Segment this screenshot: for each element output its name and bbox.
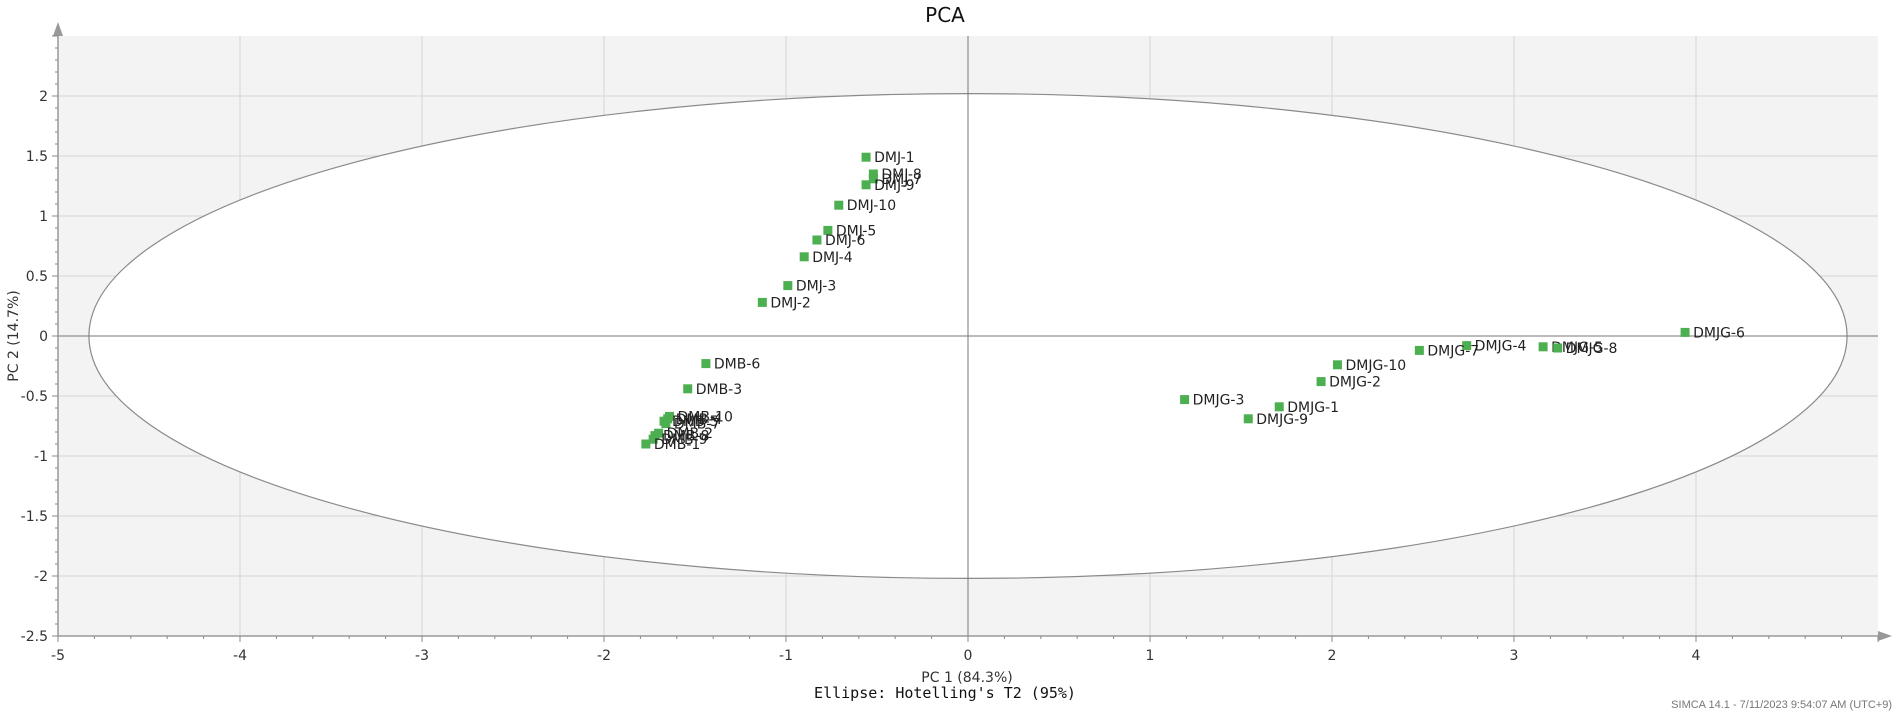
data-point-marker: [661, 419, 671, 429]
data-point-marker: [1243, 414, 1253, 424]
data-point-label: DMJ-6: [825, 233, 866, 249]
x-tick-label: 0: [964, 648, 973, 664]
y-axis-arrow: [53, 22, 63, 36]
data-point-label: DMJ-10: [847, 198, 896, 214]
data-point-label: DMJG-9: [1256, 412, 1308, 428]
axes: [52, 22, 1892, 642]
x-axis-label: PC 1 (84.3%): [921, 670, 1012, 686]
data-point-marker: [1538, 342, 1548, 352]
data-point-label: DMB-6: [714, 357, 761, 373]
data-point-marker: [861, 152, 871, 162]
data-point-marker: [1414, 345, 1424, 355]
data-point-marker: [868, 169, 878, 179]
data-point-label: DMJ-2: [770, 295, 810, 311]
data-point-marker: [834, 200, 844, 210]
data-point-label: DMJG-4: [1475, 339, 1527, 355]
data-point-marker: [648, 434, 658, 444]
chart-title: PCA: [925, 3, 965, 27]
software-footer: SIMCA 14.1 - 7/11/2023 9:54:07 AM (UTC+9…: [1671, 699, 1892, 711]
tick-labels: -5 -4 -3 -2 -1 0 1 2 3 4 -2.5 -2 -1.5 -1 -0.5 0 0.5 1 1.5 2: [21, 89, 1701, 664]
data-point-label: DMJG-3: [1193, 393, 1245, 409]
data-point-label: DMJG-8: [1566, 341, 1618, 357]
data-point-label: DMJ-5: [836, 223, 876, 239]
data-point-label: DMJ-7: [881, 172, 921, 188]
x-tick-label: 2: [1328, 648, 1337, 664]
data-point-marker: [1274, 402, 1284, 412]
data-point-marker: [861, 180, 871, 190]
data-point-marker: [1462, 341, 1472, 351]
data-point-marker: [799, 252, 809, 262]
data-point-label: DMB-3: [696, 382, 742, 398]
data-point-label: DMB-7: [674, 417, 720, 433]
data-point-label: DMJG-1: [1287, 400, 1339, 416]
data-point-label: DMB-10: [678, 409, 733, 425]
y-tick-label: -1: [34, 449, 48, 465]
x-tick-label: -2: [597, 648, 611, 664]
data-point-marker: [641, 439, 651, 449]
data-point-label: DMJ-4: [812, 250, 853, 266]
x-tick-label: -1: [779, 648, 793, 664]
data-points: DMJ-1DMJ-8DMJ-7DMJ-9DMJ-10DMJ-5DMJ-6DMJ-…: [641, 150, 1745, 453]
data-point-marker: [823, 225, 833, 235]
y-tick-label: 1.5: [26, 149, 48, 165]
data-point-label: DMJG-2: [1329, 375, 1381, 391]
data-point-label: DMB-8: [663, 429, 709, 445]
data-point-label: DMB-5: [672, 414, 718, 430]
data-point-label: DMB-2: [667, 426, 713, 442]
data-point-label: DMJ-8: [881, 167, 921, 183]
y-tick-label: -2.5: [21, 629, 48, 645]
x-tick-label: -4: [233, 648, 247, 664]
data-point-marker: [1332, 360, 1342, 370]
y-tick-label: -0.5: [21, 389, 48, 405]
data-point-label: DMJG-5: [1551, 340, 1603, 356]
data-point-label: DMB-4: [676, 412, 723, 428]
data-point-label: DMB-9: [661, 432, 707, 448]
y-axis-label: PC 2 (14.7%): [6, 290, 22, 381]
data-point-label: DMB-1: [654, 437, 700, 453]
y-tick-label: 0: [39, 329, 48, 345]
x-axis-arrow: [1878, 631, 1892, 641]
x-tick-label: 4: [1692, 648, 1701, 664]
ellipse-note: Ellipse: Hotelling's T2 (95%): [814, 684, 1076, 702]
data-point-label: DMJG-7: [1427, 343, 1479, 359]
data-point-marker: [1553, 343, 1563, 353]
data-point-label: DMJ-1: [874, 150, 914, 166]
y-tick-label: 0.5: [26, 269, 48, 285]
data-point-marker: [701, 359, 711, 369]
data-point-label: DMJG-10: [1345, 358, 1406, 374]
y-tick-label: 1: [39, 209, 48, 225]
y-tick-label: 2: [39, 89, 48, 105]
data-point-label: DMJ-9: [874, 178, 914, 194]
data-point-marker: [783, 281, 793, 291]
data-point-marker: [812, 235, 822, 245]
x-tick-label: -3: [415, 648, 429, 664]
data-point-marker: [1316, 377, 1326, 387]
data-point-marker: [1680, 327, 1690, 337]
x-tick-label: 3: [1510, 648, 1519, 664]
x-tick-label: -5: [51, 648, 65, 664]
x-tick-label: 1: [1146, 648, 1155, 664]
data-point-marker: [1180, 395, 1190, 405]
y-tick-label: -1.5: [21, 509, 48, 525]
data-point-label: DMJ-3: [796, 279, 836, 295]
data-point-marker: [868, 174, 878, 184]
data-point-label: DMJG-6: [1693, 325, 1745, 341]
data-point-marker: [757, 297, 767, 307]
data-point-marker: [683, 384, 693, 394]
y-tick-label: -2: [34, 569, 48, 585]
